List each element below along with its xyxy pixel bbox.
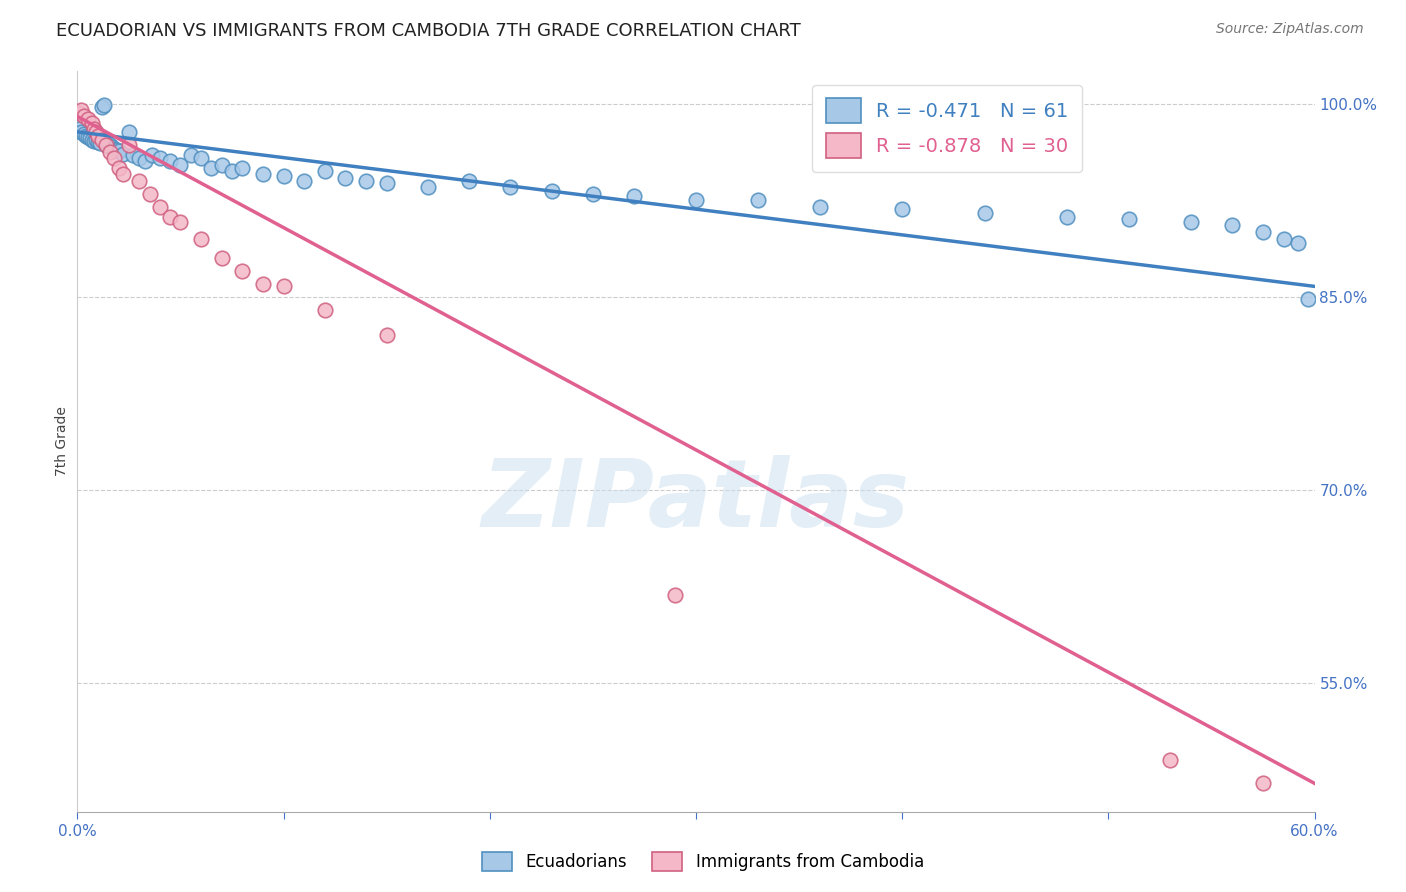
Point — [664, 588, 686, 602]
Point — [103, 142, 125, 156]
Point — [118, 137, 141, 152]
Point — [582, 186, 605, 201]
Point — [72, 110, 94, 124]
Point — [458, 174, 481, 188]
Point — [169, 215, 191, 229]
Point — [1118, 212, 1140, 227]
Point — [107, 144, 129, 158]
Point — [190, 232, 212, 246]
Text: ZIPatlas: ZIPatlas — [482, 455, 910, 547]
Point — [252, 167, 274, 181]
Point — [1180, 215, 1202, 229]
Point — [111, 167, 134, 181]
Point — [808, 200, 831, 214]
Point — [273, 279, 295, 293]
Point — [105, 143, 128, 157]
Text: ECUADORIAN VS IMMIGRANTS FROM CAMBODIA 7TH GRADE CORRELATION CHART: ECUADORIAN VS IMMIGRANTS FROM CAMBODIA 7… — [56, 22, 801, 40]
Point — [93, 98, 115, 112]
Point — [122, 148, 145, 162]
Point — [101, 140, 124, 154]
Point — [1298, 292, 1320, 306]
Text: Source: ZipAtlas.com: Source: ZipAtlas.com — [1216, 22, 1364, 37]
Point — [149, 151, 172, 165]
Point — [159, 154, 181, 169]
Point — [1159, 753, 1181, 767]
Point — [200, 161, 222, 175]
Point — [416, 180, 439, 194]
Point — [375, 328, 398, 343]
Point — [169, 158, 191, 172]
Point — [87, 128, 110, 143]
Point — [138, 186, 160, 201]
Point — [141, 148, 163, 162]
Point — [80, 133, 103, 147]
Point — [128, 174, 150, 188]
Point — [76, 130, 98, 145]
Point — [111, 146, 134, 161]
Point — [70, 125, 93, 139]
Legend: Ecuadorians, Immigrants from Cambodia: Ecuadorians, Immigrants from Cambodia — [474, 843, 932, 880]
Point — [685, 193, 707, 207]
Point — [72, 128, 94, 142]
Point — [67, 105, 90, 120]
Point — [91, 100, 114, 114]
Point — [211, 158, 233, 172]
Point — [190, 151, 212, 165]
Point — [134, 154, 156, 169]
Point — [118, 125, 141, 139]
Point — [973, 206, 995, 220]
Point — [83, 122, 105, 136]
Point — [354, 174, 377, 188]
Point — [98, 137, 121, 152]
Point — [1251, 776, 1274, 790]
Point — [231, 161, 253, 175]
Point — [273, 169, 295, 183]
Point — [91, 133, 114, 147]
Point — [103, 151, 125, 165]
Y-axis label: 7th Grade: 7th Grade — [55, 407, 69, 476]
Point — [1286, 235, 1309, 250]
Point — [84, 133, 107, 147]
Point — [375, 177, 398, 191]
Point — [75, 128, 97, 143]
Point — [96, 137, 118, 152]
Point — [623, 189, 645, 203]
Point — [1056, 210, 1078, 224]
Point — [891, 202, 914, 216]
Point — [292, 174, 315, 188]
Point — [67, 122, 90, 136]
Point — [76, 112, 98, 126]
Point — [79, 131, 101, 145]
Point — [159, 210, 181, 224]
Point — [87, 135, 110, 149]
Point — [211, 251, 233, 265]
Point — [1251, 225, 1274, 239]
Point — [180, 148, 202, 162]
Point — [83, 134, 105, 148]
Point — [97, 139, 120, 153]
Point — [128, 151, 150, 165]
Point — [98, 145, 121, 160]
Point — [149, 200, 172, 214]
Point — [314, 163, 336, 178]
Point — [70, 103, 93, 117]
Point — [499, 180, 522, 194]
Point — [252, 277, 274, 291]
Point — [540, 184, 562, 198]
Point — [335, 171, 357, 186]
Point — [96, 137, 118, 152]
Point — [314, 302, 336, 317]
Point — [107, 161, 129, 175]
Point — [221, 163, 243, 178]
Point — [89, 136, 111, 151]
Point — [747, 193, 769, 207]
Legend: R = -0.471   N = 61, R = -0.878   N = 30: R = -0.471 N = 61, R = -0.878 N = 30 — [813, 85, 1083, 171]
Point — [1220, 218, 1243, 232]
Point — [231, 264, 253, 278]
Point — [1272, 232, 1295, 246]
Point — [80, 116, 103, 130]
Point — [84, 125, 107, 139]
